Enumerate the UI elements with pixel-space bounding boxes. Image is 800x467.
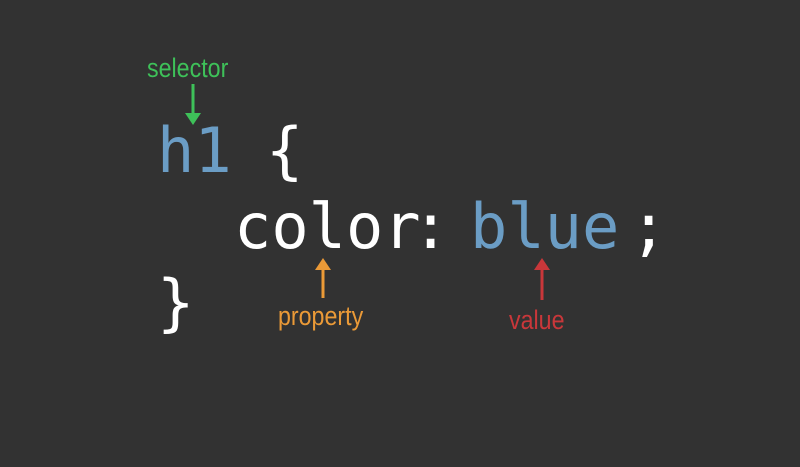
semicolon: ; [630,190,668,263]
value-code: blue [470,190,620,263]
colon: : [412,190,450,263]
value-arrow-icon [534,258,550,300]
property-code: color [234,190,421,263]
selector-annotation-label: selector [147,53,229,83]
value-annotation-label: value [509,305,565,335]
property-annotation-label: property [278,301,364,331]
close-brace: } [157,266,195,339]
selector-code: h1 [157,114,232,187]
property-arrow-icon [315,258,331,298]
open-brace: { [266,114,304,187]
selector-arrow-icon [185,84,201,125]
